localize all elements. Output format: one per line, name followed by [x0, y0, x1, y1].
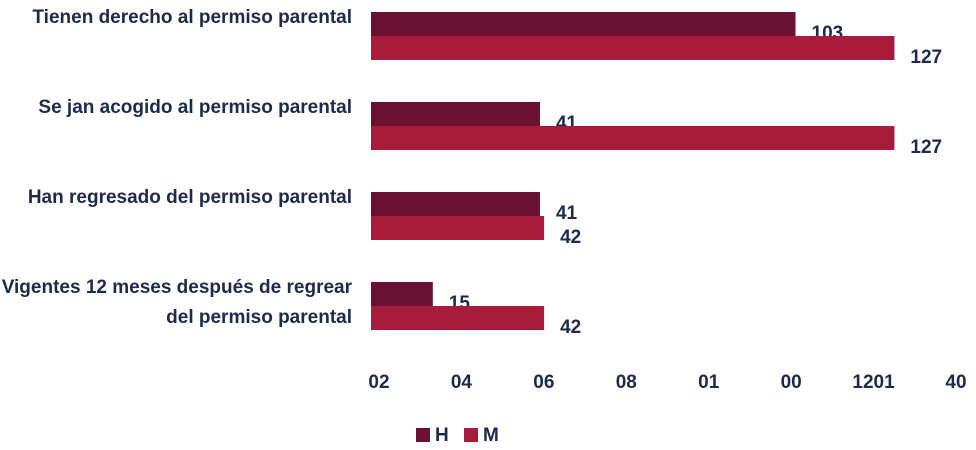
value-label: 41: [556, 203, 578, 224]
bar: [371, 102, 540, 126]
legend-swatch: [416, 428, 430, 442]
category-label: Han regresado del permiso parental: [27, 187, 352, 208]
x-tick-label: 1201: [852, 372, 895, 393]
category-label: Tienen derecho al permiso parental: [32, 7, 352, 28]
bar: [371, 126, 895, 150]
legend-label: H: [435, 425, 449, 446]
category-label: Vigentes 12 meses después de regrear del…: [1, 277, 352, 328]
legend-swatch: [464, 428, 478, 442]
value-label: 127: [910, 137, 942, 158]
x-tick-label: 08: [616, 372, 637, 393]
x-tick-label: 02: [368, 372, 389, 393]
x-tick-label: 06: [533, 372, 554, 393]
x-tick-label: 04: [451, 372, 473, 393]
value-label: 127: [910, 47, 942, 68]
value-label: 42: [560, 227, 581, 248]
bar: [371, 12, 796, 36]
bar: [371, 282, 433, 306]
bar: [371, 192, 540, 216]
bar: [371, 36, 895, 60]
x-tick-label: 40: [945, 372, 966, 393]
x-tick-label: 01: [698, 372, 720, 393]
legend-label: M: [483, 425, 499, 446]
value-label: 42: [560, 317, 581, 338]
category-label: Se jan acogido al permiso parental: [38, 97, 352, 118]
bar: [371, 306, 545, 330]
bar: [371, 216, 545, 240]
x-tick-label: 00: [781, 372, 802, 393]
